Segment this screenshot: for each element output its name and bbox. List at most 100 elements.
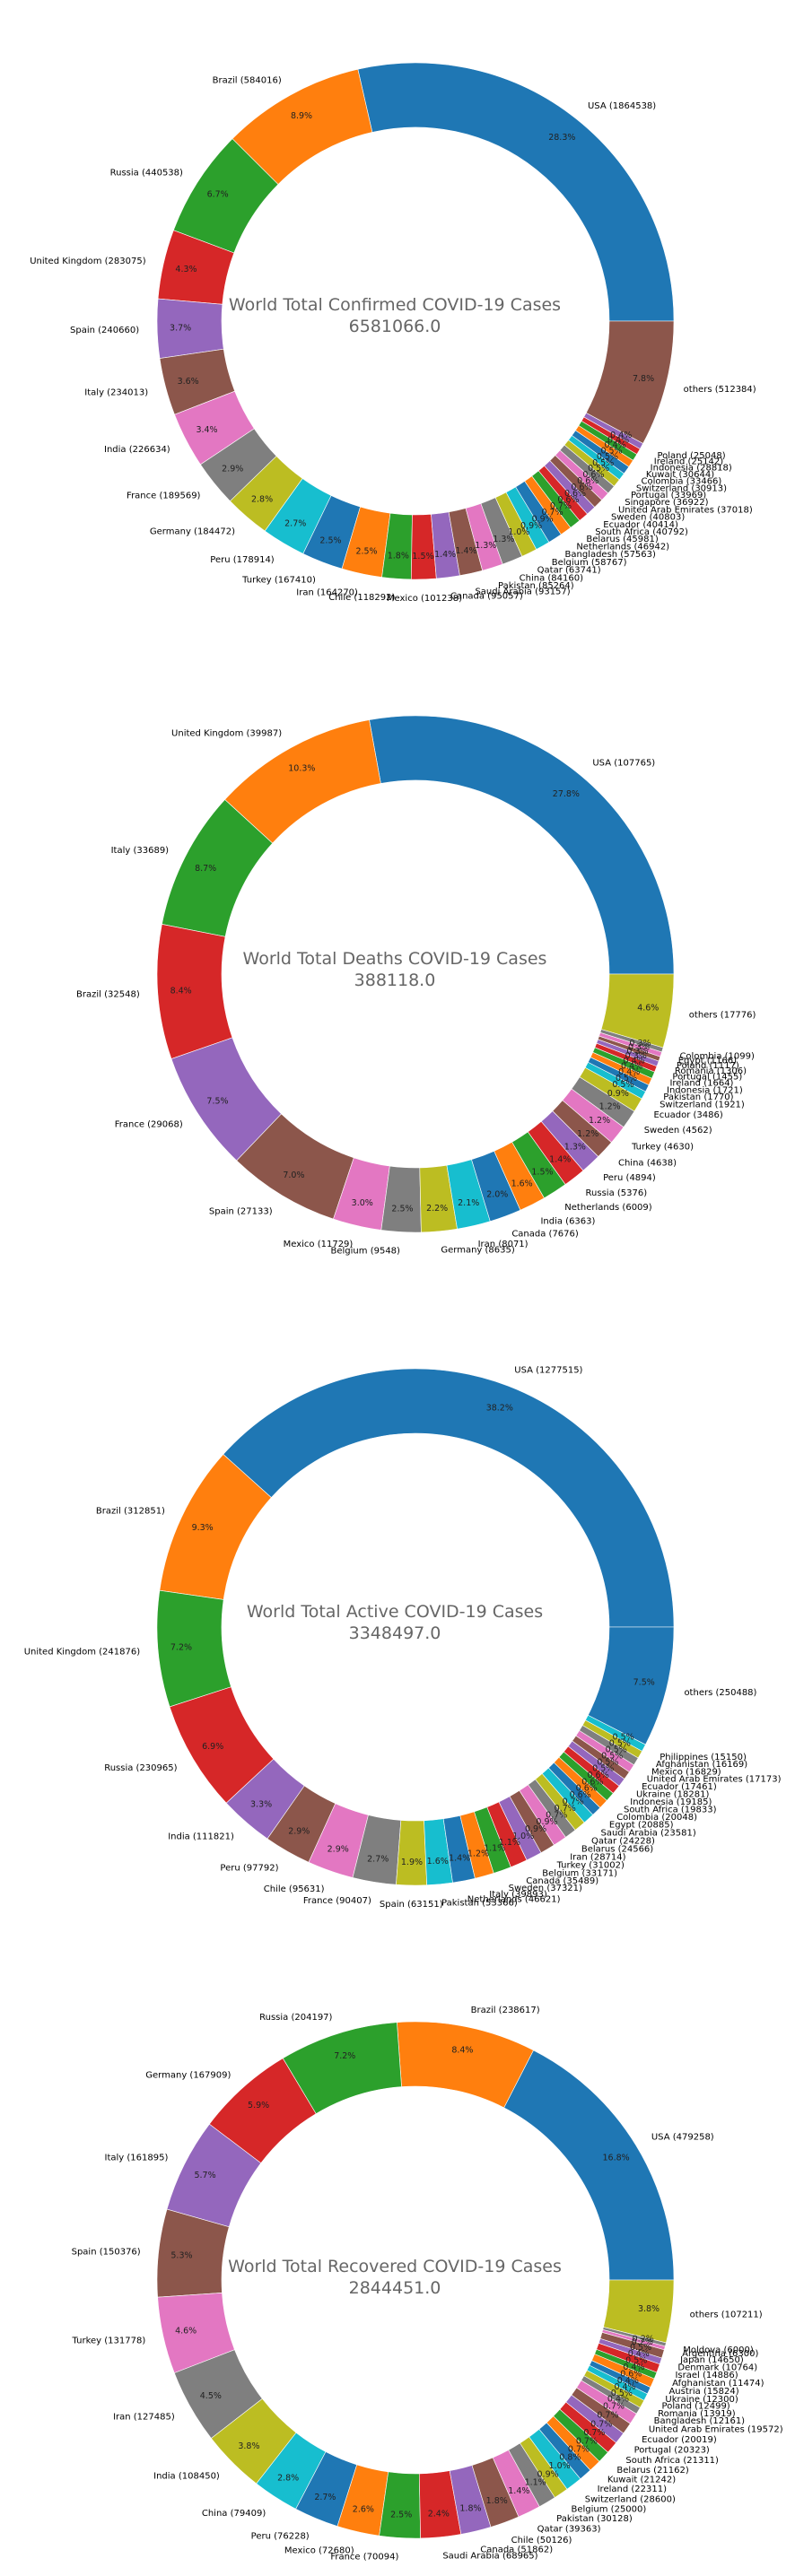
slice-percent-label: 0.8%	[559, 2452, 581, 2462]
slice-percent-label: 0.9%	[520, 521, 542, 531]
slice-label: Ukraine (12300)	[665, 2395, 738, 2405]
slice-percent-label: 3.8%	[238, 2441, 259, 2451]
slice-label: Ecuador (40414)	[603, 520, 678, 530]
slice-label: Netherlands (6009)	[564, 1203, 651, 1213]
slice-label: Peru (4894)	[603, 1173, 656, 1183]
slice-label: USA (1864538)	[588, 101, 656, 111]
slice-percent-label: 0.7%	[546, 1811, 567, 1821]
slice-label: France (90407)	[303, 1896, 371, 1906]
slice-percent-label: 0.9%	[536, 1817, 557, 1827]
slice-label: Chile (118292)	[328, 593, 395, 603]
slice-label: India (226634)	[104, 445, 170, 455]
slice-label: Iran (28714)	[570, 1852, 625, 1862]
slice-label: Belgium (33171)	[542, 1869, 617, 1879]
slice-percent-label: 8.4%	[170, 986, 192, 996]
slice-percent-label: 3.6%	[178, 377, 199, 387]
slice-percent-label: 38.2%	[486, 1403, 513, 1413]
slice-percent-label: 1.2%	[589, 1116, 610, 1126]
slice-label: Canada (95057)	[450, 592, 523, 602]
slice-label: Brazil (584016)	[213, 76, 282, 86]
slice-label: Indonesia (28818)	[651, 463, 732, 473]
slice-percent-label: 0.5%	[597, 452, 618, 462]
slice-percent-label: 4.3%	[175, 265, 197, 274]
slice-percent-label: 6.7%	[207, 189, 229, 199]
active-donut-chart: USA (1277515) 38.2% Brazil (312851) 9.3% Uni…	[24, 1365, 782, 1910]
slice-percent-label: 0.4%	[617, 2376, 639, 2386]
slice-label: others (17776)	[689, 1010, 756, 1020]
slice-percent-label: 0.3%	[625, 1051, 647, 1061]
donut-slice	[156, 924, 233, 1059]
slice-label: India (6363)	[540, 1217, 595, 1227]
chart-center-total: 388118.0	[354, 970, 436, 990]
donut-slice	[585, 320, 675, 444]
slice-percent-label: 1.4%	[455, 546, 476, 556]
slice-label: Egypt (1166)	[678, 1057, 737, 1066]
donut-slice	[369, 715, 675, 975]
slice-label: Moldova (6000)	[683, 2345, 754, 2355]
slice-percent-label: 0.4%	[607, 2395, 629, 2405]
slice-percent-label: 0.3%	[626, 1047, 648, 1057]
slice-percent-label: 2.1%	[458, 1198, 479, 1208]
chart-center-total: 3348497.0	[349, 1623, 441, 1643]
slice-percent-label: 1.3%	[564, 1142, 586, 1152]
slice-label: Ukraine (18281)	[636, 1789, 710, 1799]
slice-label: Indonesia (19185)	[630, 1797, 712, 1807]
slice-label: Portugal (20323)	[634, 2445, 710, 2455]
slice-label: Turkey (167410)	[241, 575, 316, 585]
slice-label: USA (479258)	[651, 2132, 714, 2142]
slice-percent-label: 1.0%	[512, 1832, 534, 1841]
slice-label: France (189569)	[127, 492, 201, 501]
slice-label: Belarus (24566)	[581, 1844, 653, 1854]
slice-percent-label: 2.5%	[390, 2511, 412, 2520]
donut-slice	[600, 973, 675, 1049]
slice-percent-label: 0.5%	[597, 1758, 618, 1768]
slice-label: Egypt (20885)	[609, 1821, 674, 1831]
slice-percent-label: 0.4%	[610, 431, 632, 440]
slice-label: Germany (184472)	[150, 527, 235, 536]
slice-percent-label: 0.6%	[577, 476, 598, 486]
slice-percent-label: 0.7%	[568, 2444, 590, 2454]
slice-label: Italy (161895)	[105, 2154, 169, 2163]
slice-percent-label: 2.9%	[222, 465, 243, 474]
slice-percent-label: 1.1%	[499, 1838, 520, 1848]
slice-percent-label: 2.9%	[328, 1844, 349, 1854]
slice-percent-label: 0.7%	[563, 1797, 584, 1806]
slice-label: Turkey (131778)	[72, 2336, 146, 2345]
slice-percent-label: 1.9%	[401, 1858, 423, 1867]
slice-label: others (512384)	[684, 385, 756, 395]
slice-label: USA (107765)	[592, 759, 655, 769]
slice-label: Switzerland (28600)	[585, 2494, 676, 2504]
slice-percent-label: 8.9%	[291, 111, 312, 121]
slice-label: Belarus (45981)	[586, 535, 658, 544]
slice-percent-label: 0.5%	[612, 1080, 633, 1090]
slice-label: Colombia (20048)	[616, 1813, 697, 1823]
slice-label: United Kingdom (241876)	[24, 1647, 141, 1657]
slice-percent-label: 1.2%	[599, 1101, 621, 1111]
slice-label: Russia (230965)	[104, 1763, 177, 1773]
slice-label: Turkey (4630)	[631, 1143, 694, 1153]
slice-label: Ireland (1664)	[669, 1079, 733, 1089]
slice-label: Saudi Arabia (23581)	[600, 1829, 695, 1839]
slice-label: Belgium (58767)	[552, 558, 627, 568]
slice-label: Philippines (15150)	[660, 1753, 747, 1762]
slice-label: Poland (25048)	[657, 451, 725, 461]
slice-label: Mexico (11729)	[284, 1240, 354, 1249]
slice-percent-label: 0.5%	[592, 458, 614, 468]
slice-label: Italy (39893)	[489, 1890, 547, 1900]
slice-label: Denmark (10764)	[677, 2363, 757, 2373]
slice-label: Switzerland (30913)	[636, 483, 727, 493]
slice-label: Chile (50126)	[511, 2536, 572, 2546]
slice-label: Kuwait (21242)	[607, 2476, 676, 2485]
slice-label: Japan (14650)	[679, 2355, 744, 2365]
chart-center-title: World Total Active COVID-19 Cases	[247, 1602, 543, 1622]
slice-label: Canada (35489)	[526, 1876, 598, 1886]
donut-slice	[357, 62, 675, 322]
slice-percent-label: 1.3%	[493, 535, 514, 544]
slice-percent-label: 0.5%	[616, 1074, 637, 1083]
slice-label: Saudi Arabia (68965)	[442, 2552, 537, 2562]
slice-label: Brazil (32548)	[76, 990, 140, 1000]
slice-percent-label: 0.5%	[592, 1764, 614, 1774]
slice-percent-label: 3.4%	[196, 425, 217, 435]
slice-percent-label: 0.6%	[582, 470, 604, 480]
slice-percent-label: 0.4%	[624, 1056, 645, 1066]
